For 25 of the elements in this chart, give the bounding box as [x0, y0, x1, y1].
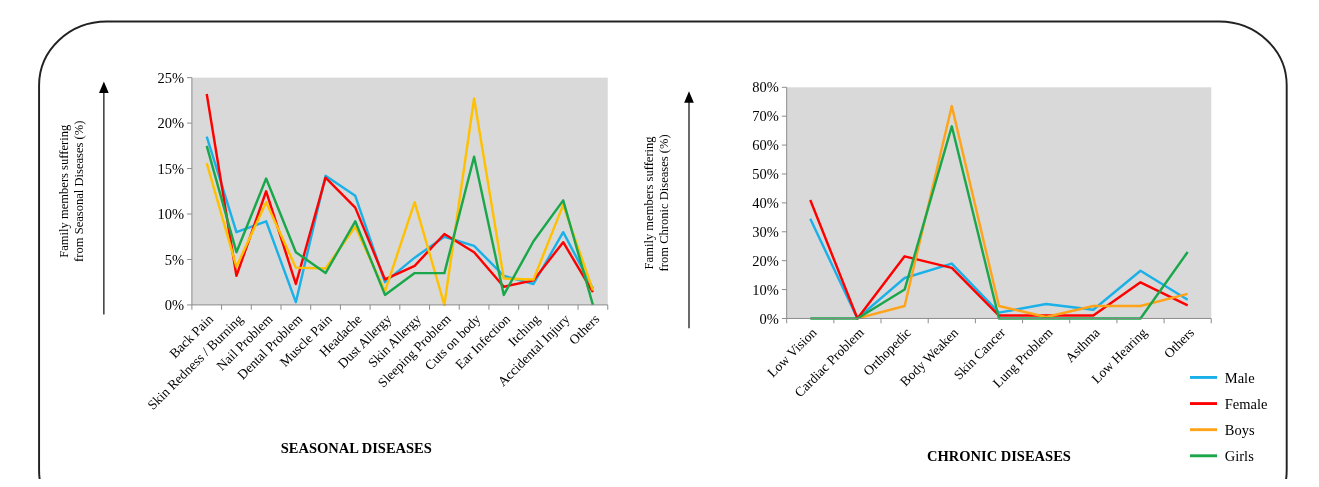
y-axis-title: Family members suffering from Chronic Diseases (%) — [642, 134, 671, 272]
line-series — [809, 125, 1189, 320]
legend-label: Boys — [1224, 421, 1255, 438]
y-tick-label: 60% — [752, 137, 779, 154]
line-series — [809, 198, 1189, 320]
y-tick-label: 50% — [752, 166, 779, 183]
legend-label: Girls — [1224, 447, 1255, 464]
legend-label: Female — [1224, 395, 1268, 412]
y-tick-label: 80% — [752, 79, 779, 96]
y-tick-label: 30% — [752, 223, 779, 240]
y-tick-label: 20% — [752, 252, 779, 269]
y-tick-label: 20% — [157, 115, 185, 132]
y-tick-label: 15% — [157, 160, 185, 177]
y-tick-label: 25% — [157, 69, 185, 86]
y-tick-label: 5% — [164, 251, 185, 268]
y-tick-label: 70% — [752, 108, 779, 125]
legend-label: Male — [1224, 369, 1255, 386]
y-axis-title: Family members suffering from Seasonal Diseases (%) — [57, 120, 86, 262]
y-tick-label: 40% — [752, 194, 779, 211]
y-tick-label: 0% — [164, 296, 185, 313]
y-tick-label: 10% — [752, 281, 779, 298]
y-tick-label: 10% — [157, 206, 185, 223]
x-axis-title: SEASONAL DISEASES — [280, 439, 432, 456]
y-tick-label: 0% — [759, 310, 779, 327]
x-axis-title: CHRONIC DISEASES — [927, 447, 1071, 464]
